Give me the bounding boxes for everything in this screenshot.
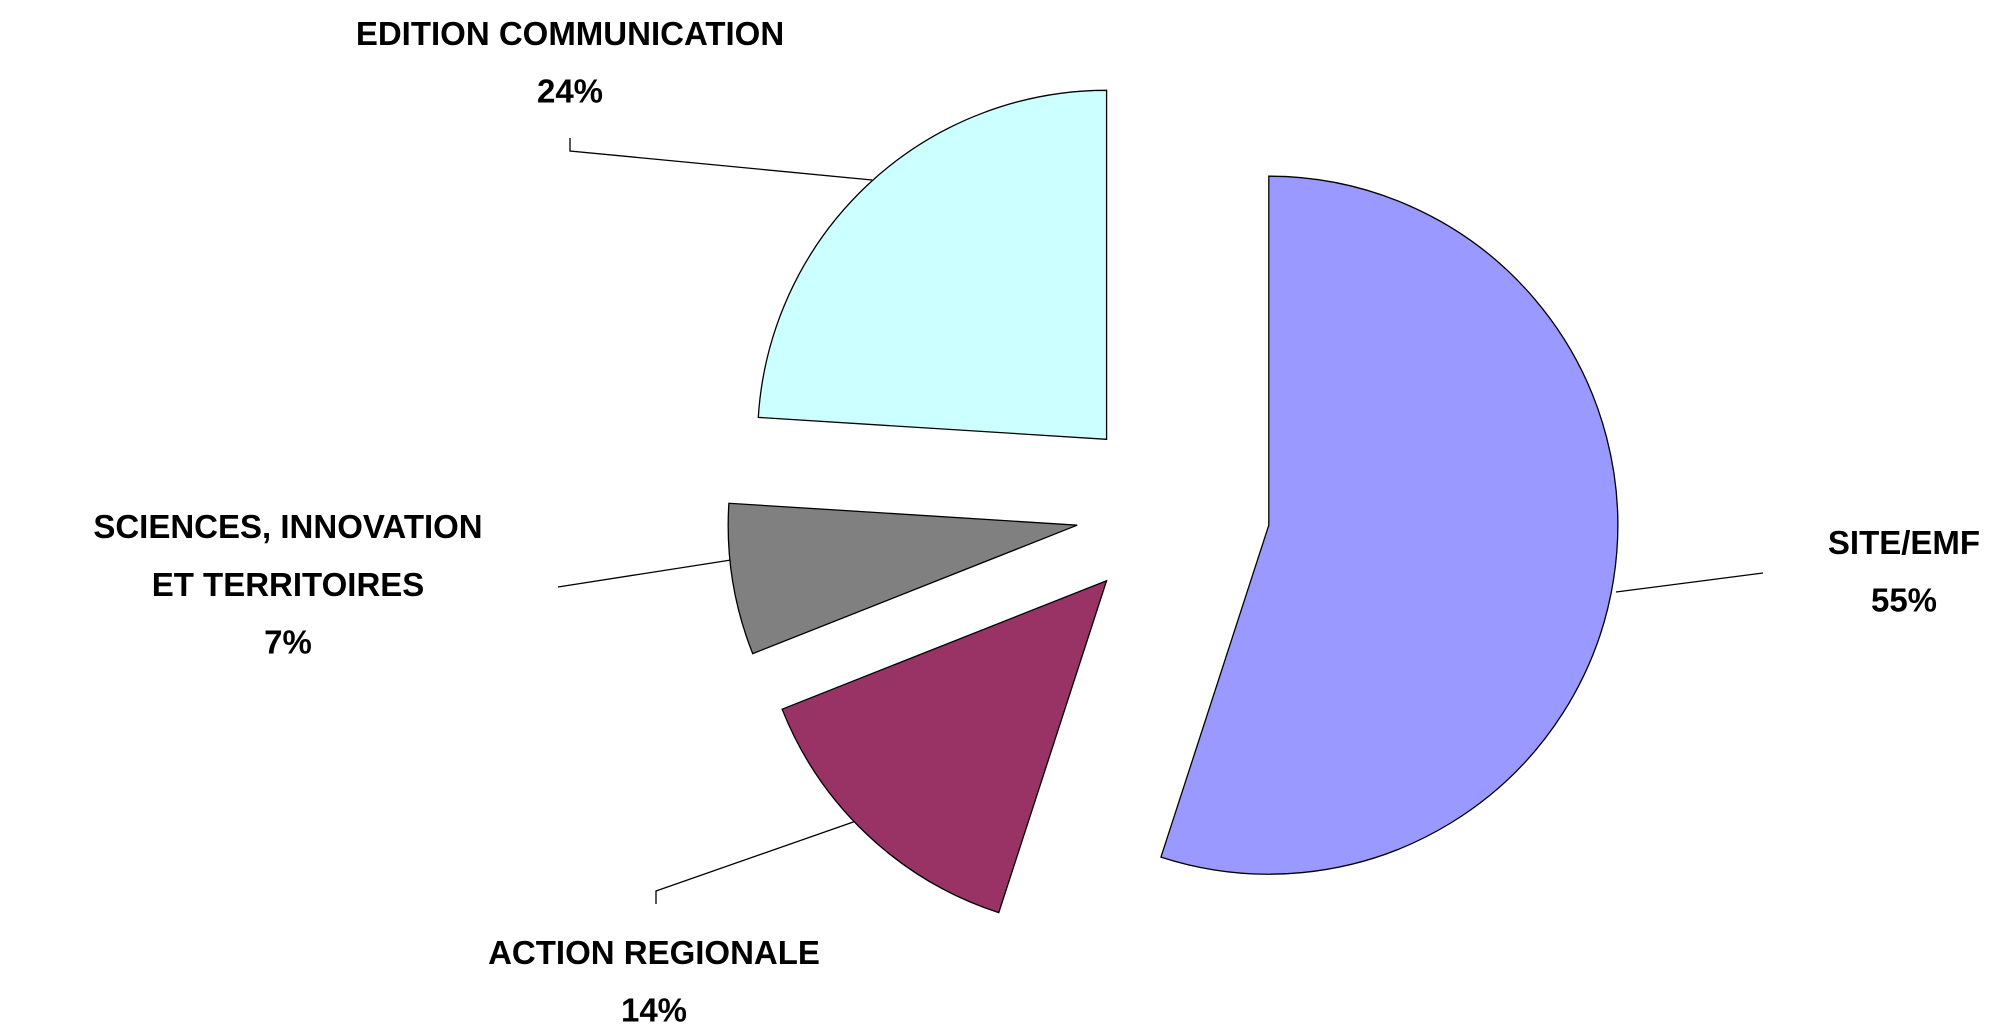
label-line: SCIENCES, INNOVATION xyxy=(93,508,482,545)
leader-line xyxy=(569,138,873,181)
label-line: ET TERRITOIRES xyxy=(152,566,425,603)
value-label: 7% xyxy=(264,624,312,661)
label-line: EDITION COMMUNICATION xyxy=(356,15,784,52)
pie-slice xyxy=(781,579,1108,914)
pie-slice xyxy=(757,89,1108,440)
value-label: 14% xyxy=(621,992,687,1029)
pie-slice xyxy=(1160,175,1619,875)
slice-label: SITE/EMF xyxy=(1828,524,1980,561)
slice-label: ACTION REGIONALE xyxy=(488,934,820,971)
pie-slice xyxy=(727,502,1078,655)
leader-line xyxy=(557,559,732,588)
value-label: 24% xyxy=(537,73,603,110)
slice-label: EDITION COMMUNICATION xyxy=(356,15,784,52)
label-line: SITE/EMF xyxy=(1828,524,1980,561)
leader-line xyxy=(655,819,860,904)
label-line: ACTION REGIONALE xyxy=(488,934,820,971)
slice-label: SCIENCES, INNOVATION ET TERRITOIRES xyxy=(93,508,482,603)
value-label: 55% xyxy=(1871,582,1937,619)
leader-line xyxy=(1615,572,1764,593)
